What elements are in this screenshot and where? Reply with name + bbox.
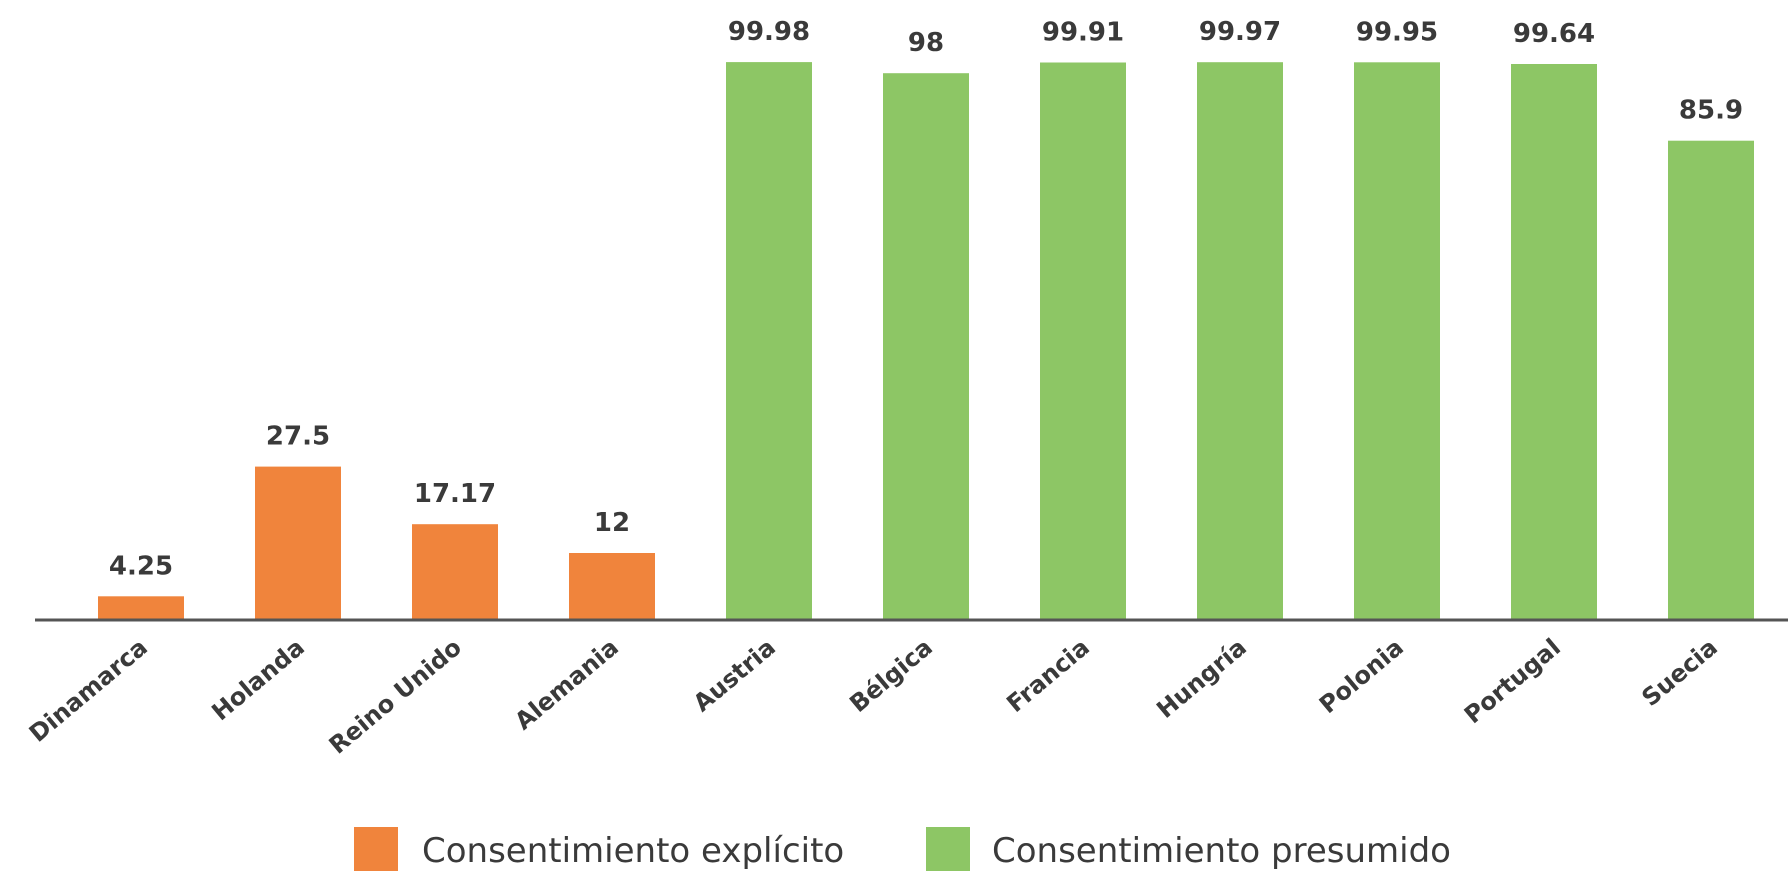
bar-hungria xyxy=(1197,62,1283,620)
bar-polonia xyxy=(1354,62,1440,621)
value-label-dinamarca: 4.25 xyxy=(109,551,173,581)
legend: Consentimiento explícito Consentimiento … xyxy=(354,827,1451,871)
x-tick-label-belgica: Bélgica xyxy=(844,633,938,718)
value-labels-group: 4.25 27.5 17.17 12 99.98 98 99.91 99.97 99.95 99.… xyxy=(109,17,1743,581)
x-tick-label-reino-unido: Reino Unido xyxy=(324,633,467,759)
value-label-belgica: 98 xyxy=(908,28,944,58)
value-label-austria: 99.98 xyxy=(728,17,810,47)
x-tick-label-alemania: Alemania xyxy=(509,633,623,735)
bar-suecia xyxy=(1668,140,1754,620)
x-tick-label-francia: Francia xyxy=(1001,633,1095,718)
bar-dinamarca xyxy=(98,596,184,620)
value-label-suecia: 85.9 xyxy=(1679,96,1743,126)
x-tick-label-polonia: Polonia xyxy=(1314,633,1409,719)
value-label-alemania: 12 xyxy=(594,508,630,538)
bars-group xyxy=(98,62,1754,621)
bar-austria xyxy=(726,62,812,621)
x-tick-label-portugal: Portugal xyxy=(1459,633,1566,729)
bar-alemania xyxy=(569,553,655,620)
x-tick-label-suecia: Suecia xyxy=(1636,633,1722,712)
bar-holanda xyxy=(255,466,341,620)
value-label-holanda: 27.5 xyxy=(266,422,330,452)
bar-belgica xyxy=(883,73,969,620)
bar-francia xyxy=(1040,62,1126,620)
x-tick-label-hungria: Hungría xyxy=(1151,633,1252,724)
x-tick-label-austria: Austria xyxy=(688,633,781,717)
value-label-reino-unido: 17.17 xyxy=(414,479,496,509)
bar-portugal xyxy=(1511,64,1597,620)
legend-swatch-presumed xyxy=(926,827,970,871)
legend-label-presumed: Consentimiento presumido xyxy=(992,831,1451,871)
value-label-hungria: 99.97 xyxy=(1199,17,1281,47)
legend-label-explicit: Consentimiento explícito xyxy=(422,831,844,871)
value-label-polonia: 99.95 xyxy=(1356,17,1438,47)
x-tick-label-holanda: Holanda xyxy=(206,633,309,726)
x-tick-label-dinamarca: Dinamarca xyxy=(24,633,153,748)
value-label-francia: 99.91 xyxy=(1042,18,1124,48)
value-label-portugal: 99.64 xyxy=(1513,19,1595,49)
x-tick-labels-group: Dinamarca Holanda Reino Unido Alemania Austr… xyxy=(24,633,1723,759)
legend-swatch-explicit xyxy=(354,827,398,871)
bar-reino-unido xyxy=(412,524,498,620)
